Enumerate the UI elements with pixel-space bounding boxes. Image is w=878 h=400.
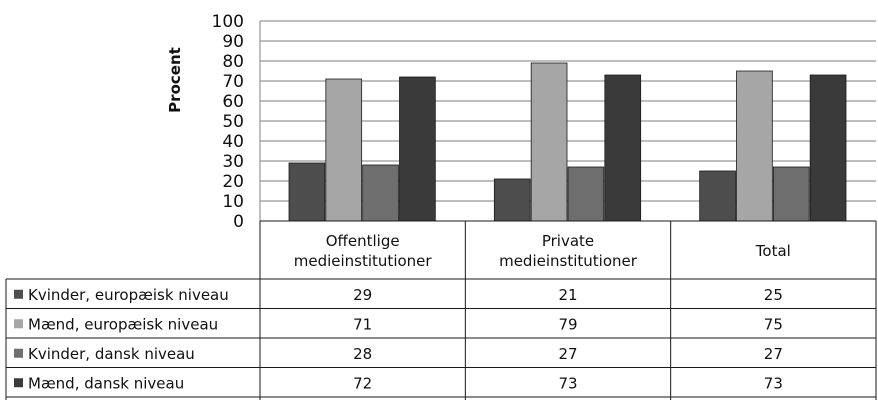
bars <box>288 62 847 222</box>
y-tick-label: 60 <box>222 92 244 112</box>
category-label: Offentlige <box>326 232 400 250</box>
bar <box>809 74 847 222</box>
y-tick-label: 80 <box>222 52 244 72</box>
bar <box>493 178 531 222</box>
data-label: 27 <box>764 345 783 363</box>
legend-swatch <box>14 378 23 388</box>
series-label: Mænd, dansk niveau <box>28 374 184 392</box>
data-label: 28 <box>353 345 372 363</box>
data-label: 71 <box>353 315 372 333</box>
data-label: 25 <box>764 286 783 304</box>
bar <box>604 74 642 222</box>
data-label: 79 <box>558 315 577 333</box>
y-tick-label: 10 <box>222 192 244 212</box>
series-label: Mænd, europæisk niveau <box>28 315 218 333</box>
data-label: 21 <box>558 286 577 304</box>
y-tick-label: 50 <box>222 112 244 132</box>
bar <box>399 76 436 222</box>
data-table: Offentlige medieinstitutioner Private medie… <box>5 220 877 400</box>
bar <box>530 62 568 222</box>
bar <box>736 70 773 222</box>
y-tick-label: 20 <box>222 172 244 192</box>
y-tick-label: 0 <box>233 212 244 232</box>
y-tick-label: 70 <box>222 72 244 92</box>
bar <box>772 166 810 222</box>
category-label: Total <box>755 242 791 260</box>
legend-swatch <box>14 348 23 358</box>
y-tick-label: 30 <box>222 152 244 172</box>
series-label: Kvinder, dansk niveau <box>28 345 195 363</box>
bar <box>699 170 736 222</box>
data-label: 27 <box>558 345 577 363</box>
legend-swatch <box>14 319 23 329</box>
data-label: 73 <box>558 374 577 392</box>
y-axis-label: Procent <box>166 47 184 113</box>
legend-swatch <box>14 289 23 299</box>
series-label: Kvinder, europæisk niveau <box>28 286 229 304</box>
y-tick-label: 40 <box>222 132 244 152</box>
category-label: medieinstitutioner <box>499 252 638 270</box>
bar <box>288 162 326 222</box>
data-label: 72 <box>353 374 372 392</box>
y-tick-label: 100 <box>212 12 244 32</box>
bar <box>567 166 605 222</box>
data-label: 29 <box>353 286 372 304</box>
y-tick-label: 90 <box>222 32 244 52</box>
category-label: medieinstitutioner <box>294 252 433 270</box>
data-label: 73 <box>764 374 783 392</box>
bar <box>362 164 399 222</box>
data-label: 75 <box>764 315 783 333</box>
bar <box>325 78 363 222</box>
category-label: Private <box>542 232 594 250</box>
